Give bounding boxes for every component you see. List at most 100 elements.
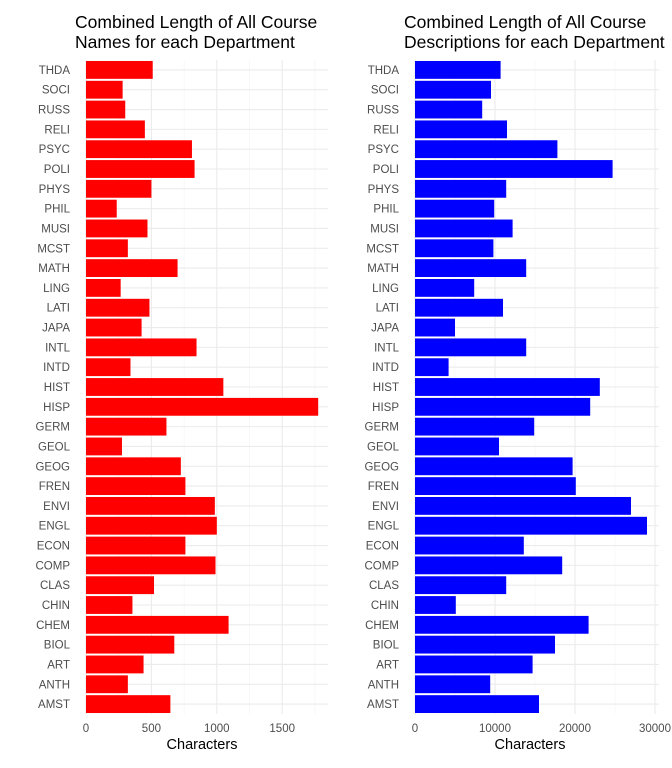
names-bar-biol	[86, 635, 175, 654]
descriptions-bar-amst	[415, 695, 539, 714]
descriptions-bar-hisp	[415, 397, 591, 416]
names-category-label: HISP	[43, 402, 70, 414]
descriptions-bar-germ	[415, 417, 535, 436]
descriptions-category-label: MATH	[367, 263, 399, 275]
names-category-label: MCST	[37, 243, 70, 255]
descriptions-category-label: POLI	[373, 164, 399, 176]
descriptions-category-label: CHEM	[365, 620, 399, 632]
descriptions-category-label: THDA	[368, 65, 400, 77]
names-bar-intd	[86, 358, 131, 377]
names-bar-clas	[86, 576, 155, 595]
names-bar-phys	[86, 179, 152, 198]
descriptions-category-label: PHYS	[368, 184, 400, 196]
names-title-line-2: Names for each Department	[75, 32, 295, 52]
names-bar-soci	[86, 80, 123, 99]
names-category-label: ENVI	[43, 501, 70, 513]
names-category-label: ART	[47, 659, 70, 671]
descriptions-category-label: BIOL	[373, 640, 400, 652]
names-category-label: CLAS	[40, 580, 70, 592]
descriptions-bar-geog	[415, 457, 573, 476]
names-bar-japa	[86, 318, 142, 337]
descriptions-bar-russ	[415, 100, 483, 119]
descriptions-bar-lati	[415, 298, 503, 317]
names-bar-econ	[86, 536, 186, 555]
descriptions-category-label: COMP	[365, 560, 400, 572]
descriptions-x-tick-label: 0	[412, 723, 418, 735]
names-category-label: BIOL	[44, 640, 71, 652]
descriptions-title-line-1: Combined Length of All Course	[404, 12, 646, 32]
names-category-label: CHEM	[36, 620, 70, 632]
names-bar-engl	[86, 516, 217, 535]
names-bar-mcst	[86, 239, 128, 258]
descriptions-bar-art	[415, 655, 533, 674]
descriptions-category-label: RELI	[373, 124, 399, 136]
descriptions-category-label: GEOL	[367, 441, 400, 453]
descriptions-category-label: CHIN	[371, 600, 399, 612]
names-category-label: LING	[43, 283, 70, 295]
names-bar-fren	[86, 477, 186, 496]
names-bar-germ	[86, 417, 167, 436]
descriptions-category-label: CLAS	[369, 580, 399, 592]
names-category-label: FREN	[39, 481, 70, 493]
descriptions-bar-clas	[415, 576, 507, 595]
descriptions-category-label: HIST	[373, 382, 399, 394]
descriptions-category-label: ENGL	[368, 521, 400, 533]
descriptions-bar-biol	[415, 635, 555, 654]
descriptions-category-label: GEOG	[364, 461, 399, 473]
descriptions-bar-phil	[415, 199, 495, 218]
names-category-label: AMST	[38, 699, 70, 711]
names-x-tick-label: 1500	[269, 723, 295, 735]
descriptions-category-label: SOCI	[371, 85, 399, 97]
descriptions-category-label: HISP	[372, 402, 399, 414]
names-category-label: MATH	[38, 263, 70, 275]
names-category-label: HIST	[44, 382, 70, 394]
descriptions-bar-ling	[415, 278, 475, 297]
descriptions-bar-fren	[415, 477, 576, 496]
names-bar-thda	[86, 60, 153, 79]
names-category-label: ECON	[37, 541, 70, 553]
names-bar-comp	[86, 556, 216, 575]
names-category-label: PSYC	[39, 144, 70, 156]
names-bar-hisp	[86, 397, 319, 416]
names-x-tick-label: 0	[83, 723, 89, 735]
names-category-label: INTD	[43, 362, 70, 374]
names-category-label: ENGL	[39, 521, 71, 533]
names-bar-geog	[86, 457, 181, 476]
descriptions-category-label: LATI	[376, 303, 399, 315]
descriptions-category-label: PSYC	[368, 144, 399, 156]
descriptions-bar-mcst	[415, 239, 494, 258]
descriptions-bar-econ	[415, 536, 524, 555]
names-bar-musi	[86, 219, 148, 238]
descriptions-category-label: MCST	[366, 243, 399, 255]
names-category-label: PHYS	[39, 184, 71, 196]
names-bar-chin	[86, 596, 133, 614]
descriptions-bar-math	[415, 259, 527, 278]
descriptions-bar-hist	[415, 378, 600, 396]
names-category-label: INTL	[45, 342, 71, 354]
names-category-label: RELI	[44, 124, 70, 136]
names-category-label: ANTH	[39, 679, 70, 691]
descriptions-x-tick-label: 20000	[559, 723, 591, 735]
descriptions-category-label: ANTH	[368, 679, 399, 691]
names-bar-anth	[86, 675, 128, 694]
names-category-label: JAPA	[42, 323, 70, 335]
descriptions-bar-poli	[415, 160, 613, 178]
descriptions-x-tick-label: 10000	[479, 723, 511, 735]
descriptions-bar-envi	[415, 496, 631, 515]
names-category-label: POLI	[44, 164, 70, 176]
descriptions-bar-musi	[415, 219, 513, 238]
descriptions-bar-soci	[415, 80, 491, 99]
descriptions-category-label: MUSI	[370, 223, 399, 235]
descriptions-bar-chem	[415, 615, 589, 634]
names-bar-envi	[86, 496, 215, 515]
names-bar-lati	[86, 298, 150, 317]
names-category-label: THDA	[39, 65, 71, 77]
names-bar-intl	[86, 338, 197, 357]
names-category-label: GEOL	[38, 441, 71, 453]
names-category-label: LATI	[47, 303, 70, 315]
names-bar-art	[86, 655, 144, 674]
descriptions-category-label: LING	[372, 283, 399, 295]
descriptions-category-label: ART	[376, 659, 399, 671]
